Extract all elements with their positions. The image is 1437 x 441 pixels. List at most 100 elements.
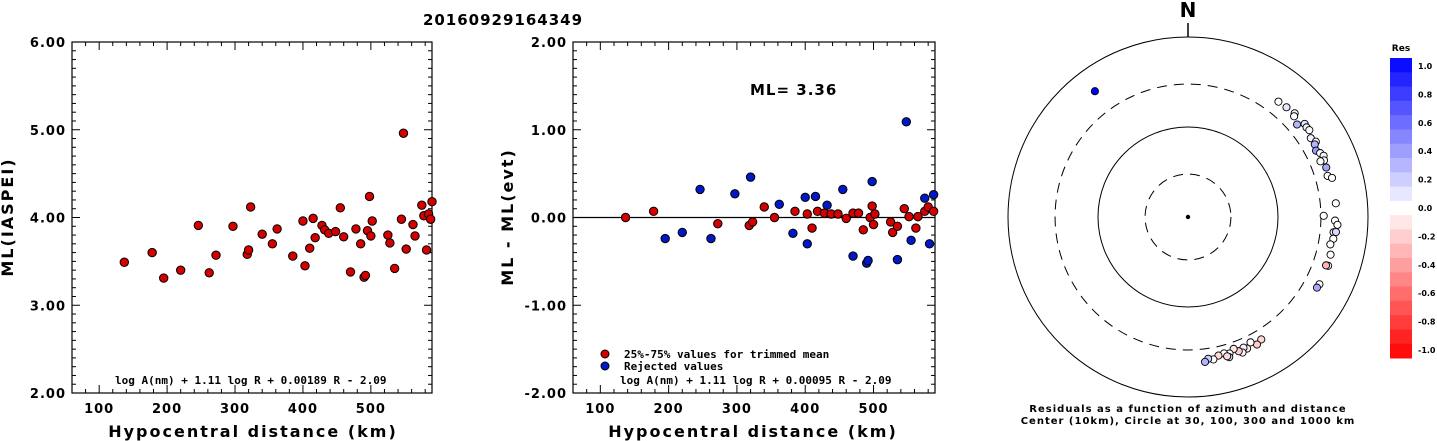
colorbar-segment — [1390, 343, 1412, 359]
data-point — [911, 223, 921, 233]
data-point — [272, 224, 282, 234]
x-tick-label: 100 — [84, 402, 114, 417]
colorbar-segment — [1390, 115, 1412, 130]
data-point — [385, 238, 395, 248]
y-tick-label: 0.00 — [531, 212, 567, 227]
data-point — [788, 228, 798, 238]
data-point — [267, 239, 278, 249]
data-point — [335, 203, 346, 213]
colorbar-label: 0.6 — [1418, 119, 1433, 128]
colorbar-label: 0.4 — [1418, 147, 1433, 156]
data-point — [713, 218, 723, 229]
colorbar-label: -0.8 — [1418, 318, 1436, 327]
data-point — [427, 197, 437, 207]
x-tick-label: 500 — [858, 402, 888, 417]
data-point — [366, 231, 376, 241]
station-point — [1326, 240, 1335, 249]
colorbar-label: 0.8 — [1418, 90, 1433, 99]
data-point — [848, 251, 858, 261]
data-point — [228, 221, 238, 231]
data-point — [924, 239, 935, 249]
data-point — [695, 184, 705, 195]
colorbar-segment — [1390, 86, 1412, 102]
x-tick-label: 300 — [220, 402, 250, 417]
colorbar-title: Res — [1392, 44, 1410, 54]
data-point — [389, 263, 400, 274]
polar-caption-line2: Center (10km), Circle at 30, 100, 300 an… — [1021, 416, 1356, 427]
data-point — [417, 200, 427, 210]
data-point — [211, 250, 221, 260]
legend-marker-trimmed — [600, 349, 610, 359]
data-point — [863, 255, 873, 266]
station-point — [1322, 163, 1331, 172]
data-point — [745, 172, 756, 182]
colorbar-label: -0.6 — [1418, 289, 1436, 298]
x-tick-label: 200 — [152, 402, 182, 417]
station-point — [1333, 220, 1342, 229]
data-point — [660, 233, 670, 244]
c2-legend: 25%-75% values for trimmed mean Rejected… — [600, 348, 829, 373]
data-point — [648, 206, 659, 217]
x-tick-label: 500 — [356, 402, 386, 417]
data-point — [245, 202, 256, 212]
x-tick-label: 200 — [654, 402, 684, 417]
colorbar-segment — [1390, 258, 1412, 273]
data-point — [913, 211, 923, 222]
colorbar-label: 1.0 — [1418, 62, 1433, 71]
c2-xlabel: Hypocentral distance (km) — [608, 422, 898, 441]
data-point — [425, 214, 436, 224]
data-point — [360, 270, 371, 281]
data-point — [243, 245, 254, 255]
y-tick-label: 1.00 — [531, 124, 567, 139]
x-tick-label: 400 — [288, 402, 318, 417]
station-point — [1257, 335, 1266, 344]
legend-marker-rejected — [600, 361, 610, 371]
data-point — [257, 229, 267, 239]
data-point — [853, 208, 864, 218]
x-tick-label: 100 — [585, 402, 615, 417]
data-point — [870, 209, 880, 219]
c1-ylabel: ML(IASPEI) — [0, 157, 17, 276]
colorbar-segment — [1390, 329, 1412, 345]
y-tick-label: 6.00 — [30, 36, 66, 51]
data-point — [620, 212, 631, 223]
y-tick-label: -2.00 — [525, 387, 567, 402]
data-point — [730, 189, 740, 199]
data-point — [204, 268, 214, 278]
colorbar-label: -0.4 — [1418, 261, 1436, 270]
data-point — [802, 239, 812, 249]
colorbar-segment — [1390, 186, 1412, 202]
colorbar-segment — [1390, 100, 1412, 116]
plot-frame — [71, 41, 433, 394]
station-point — [1293, 120, 1302, 129]
data-point — [928, 189, 939, 200]
colorbar-segment — [1390, 229, 1412, 245]
y-tick-label: -1.00 — [525, 299, 567, 314]
data-point — [906, 235, 916, 246]
station-point — [1331, 227, 1340, 237]
y-tick-label: 2.00 — [531, 36, 567, 51]
data-point — [822, 200, 832, 210]
data-point — [920, 193, 930, 203]
colorbar-segment — [1390, 72, 1412, 88]
station-point — [1282, 103, 1291, 112]
colorbar-segment — [1390, 200, 1412, 216]
station-point — [1246, 338, 1255, 347]
y-tick-label: 2.00 — [30, 387, 66, 402]
station-point — [1200, 357, 1210, 366]
data-point — [298, 216, 308, 226]
data-point — [807, 223, 817, 233]
station-point — [1312, 283, 1322, 292]
data-point — [790, 206, 800, 217]
data-point — [759, 202, 769, 212]
station-point — [1322, 261, 1331, 270]
residual-vs-distance-chart: ML - ML(evt) Hypocentral distance (km) M… — [498, 36, 939, 441]
colorbar-segment — [1390, 243, 1412, 259]
colorbar-label: 0.2 — [1418, 176, 1432, 185]
data-point — [892, 221, 903, 231]
data-point — [769, 212, 780, 223]
data-point — [677, 227, 687, 238]
data-point — [345, 267, 356, 277]
station-point — [1327, 173, 1337, 182]
data-point — [300, 261, 310, 271]
